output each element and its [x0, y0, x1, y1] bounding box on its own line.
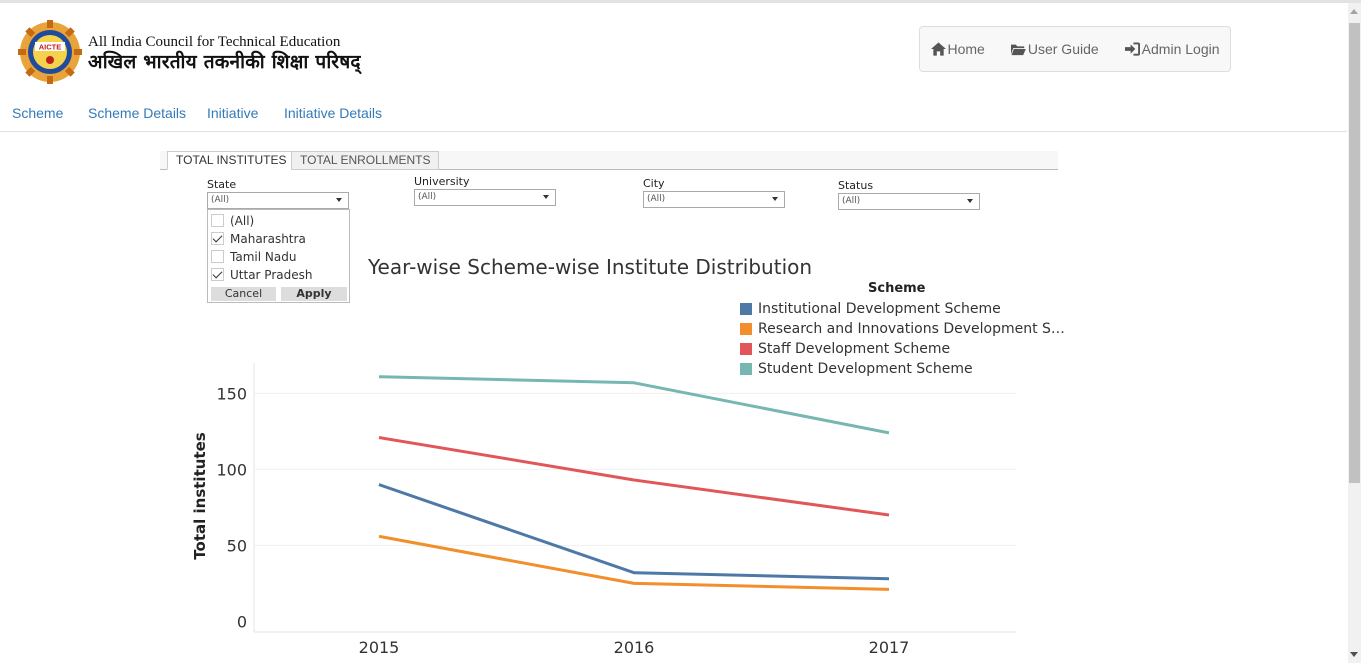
top-border — [0, 0, 1361, 3]
y-tick-label: 100 — [216, 460, 247, 479]
state-option-maharashtra[interactable]: Maharashtra — [211, 230, 306, 247]
x-axis-ticks: 2015 2016 2017 — [359, 638, 910, 657]
main-menu: Scheme Scheme Details Initiative Initiat… — [0, 100, 1347, 132]
sign-in-icon — [1124, 42, 1140, 56]
city-select[interactable]: (All) — [643, 191, 785, 208]
legend-label: Student Development Scheme — [758, 361, 973, 377]
admin-login-link[interactable]: Admin Login — [1124, 41, 1220, 57]
series-line[interactable] — [378, 534, 890, 591]
menu-initiative-details[interactable]: Initiative Details — [284, 105, 383, 121]
checkbox[interactable] — [211, 214, 224, 227]
svg-text:AICTE: AICTE — [39, 43, 62, 52]
y-tick-label: 0 — [237, 612, 247, 631]
legend-item[interactable]: Research and Innovations Development S… — [740, 321, 1065, 337]
dashboard-tabs: TOTAL INSTITUTES TOTAL ENROLLMENTS — [160, 151, 1058, 170]
university-filter-label: University — [414, 175, 470, 188]
tab-total-institutes[interactable]: TOTAL INSTITUTES — [167, 151, 296, 170]
checkbox[interactable] — [211, 250, 224, 263]
chevron-down-icon — [336, 198, 342, 202]
user-guide-label: User Guide — [1027, 41, 1099, 57]
tab-total-enrollments[interactable]: TOTAL ENROLLMENTS — [291, 151, 440, 170]
state-dropdown-list: (All) Maharashtra Tamil Nadu Uttar Prade… — [207, 209, 350, 303]
city-filter-label: City — [643, 177, 665, 190]
state-option-label: Uttar Pradesh — [230, 267, 313, 282]
state-option-all[interactable]: (All) — [211, 212, 254, 229]
legend-label: Staff Development Scheme — [758, 341, 951, 357]
chart-title: Year-wise Scheme-wise Institute Distribu… — [368, 255, 813, 279]
org-name-hindi: अखिल भारतीय तकनीकी शिक्षा परिषद् — [88, 51, 361, 73]
chevron-down-icon — [772, 197, 778, 201]
chevron-down-icon — [967, 199, 973, 203]
home-label: Home — [947, 41, 985, 57]
checkbox-checked[interactable] — [211, 268, 224, 281]
state-filter: State (All) — [207, 178, 349, 209]
scroll-down-icon[interactable] — [1350, 652, 1358, 657]
org-name-english: All India Council for Technical Educatio… — [88, 34, 341, 50]
legend-swatch — [740, 303, 752, 315]
chevron-down-icon — [543, 195, 549, 199]
series-line[interactable] — [378, 375, 890, 435]
status-select-value: (All) — [842, 196, 861, 206]
state-option-label: (All) — [230, 213, 255, 228]
scroll-up-icon[interactable] — [1350, 9, 1358, 14]
status-filter: Status (All) — [838, 179, 980, 210]
folder-open-icon — [1010, 44, 1026, 56]
series-line[interactable] — [378, 483, 890, 581]
checkbox-checked[interactable] — [211, 232, 224, 245]
cancel-button[interactable]: Cancel — [211, 287, 276, 301]
y-axis-label: Total institutes — [191, 432, 209, 559]
home-icon — [930, 42, 946, 56]
user-guide-link[interactable]: User Guide — [1010, 41, 1099, 57]
admin-login-label: Admin Login — [1141, 41, 1220, 57]
y-tick-label: 50 — [227, 536, 247, 555]
series-line[interactable] — [378, 436, 890, 517]
legend-item[interactable]: Institutional Development Scheme — [740, 301, 1001, 317]
university-select-value: (All) — [418, 192, 437, 202]
legend-item[interactable]: Staff Development Scheme — [740, 341, 950, 357]
status-select[interactable]: (All) — [838, 193, 980, 210]
state-option-uttar-pradesh[interactable]: Uttar Pradesh — [211, 266, 312, 283]
status-filter-label: Status — [838, 179, 874, 192]
state-filter-label: State — [207, 178, 237, 191]
top-navigation: Home User Guide Admin Login — [919, 26, 1231, 72]
city-filter: City (All) — [643, 177, 785, 208]
state-option-label: Maharashtra — [230, 231, 306, 246]
menu-scheme-details[interactable]: Scheme Details — [88, 105, 187, 121]
legend-title: Scheme — [868, 281, 926, 296]
state-option-tamil-nadu[interactable]: Tamil Nadu — [211, 248, 296, 265]
chart-series — [378, 375, 890, 591]
legend-swatch — [740, 363, 752, 375]
scrollbar-thumb[interactable] — [1349, 23, 1360, 483]
university-filter: University (All) — [414, 175, 556, 206]
vertical-scrollbar[interactable] — [1348, 3, 1361, 663]
x-tick-label: 2015 — [359, 638, 400, 657]
organization-name: All India Council for Technical Educatio… — [88, 34, 361, 73]
apply-button[interactable]: Apply — [281, 287, 347, 301]
y-tick-label: 150 — [216, 384, 247, 403]
menu-scheme[interactable]: Scheme — [12, 105, 64, 121]
menu-initiative[interactable]: Initiative — [207, 105, 259, 121]
legend-swatch — [740, 323, 752, 335]
state-select-value: (All) — [211, 195, 230, 205]
state-option-label: Tamil Nadu — [230, 249, 297, 264]
home-link[interactable]: Home — [930, 41, 985, 57]
x-tick-label: 2016 — [614, 638, 655, 657]
aicte-logo: AICTE — [18, 20, 82, 84]
legend-swatch — [740, 343, 752, 355]
x-tick-label: 2017 — [869, 638, 910, 657]
chart-grid — [253, 363, 1016, 633]
legend-label: Research and Innovations Development S… — [758, 321, 1065, 337]
legend-label: Institutional Development Scheme — [758, 301, 1001, 317]
university-select[interactable]: (All) — [414, 189, 556, 206]
line-chart: 0 50 100 150 2015 2016 2017 Total institutes — [191, 363, 1016, 657]
state-select[interactable]: (All) — [207, 192, 349, 209]
city-select-value: (All) — [647, 194, 666, 204]
y-axis-ticks: 0 50 100 150 — [216, 384, 247, 631]
legend-item[interactable]: Student Development Scheme — [740, 361, 973, 377]
